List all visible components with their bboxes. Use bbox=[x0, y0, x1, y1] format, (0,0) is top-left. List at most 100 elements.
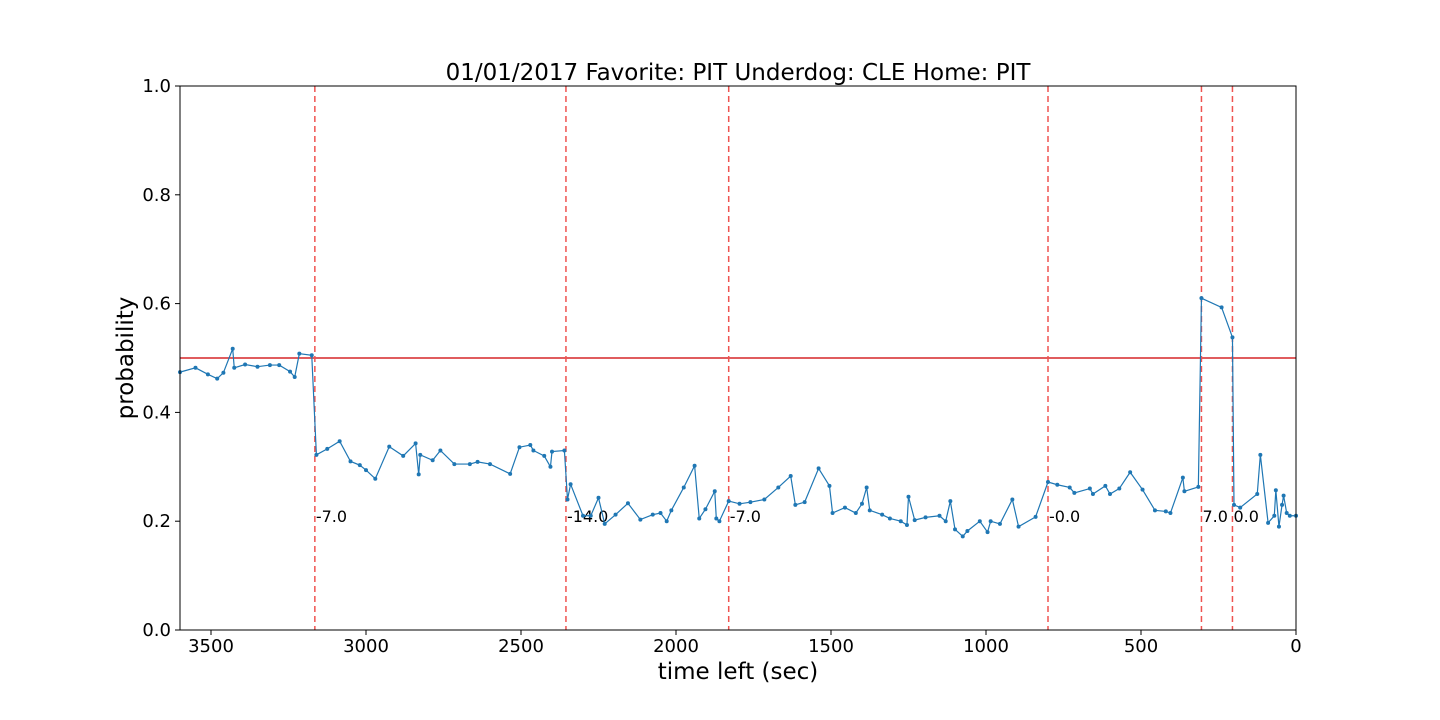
data-point bbox=[1280, 502, 1285, 507]
data-point bbox=[943, 519, 948, 524]
data-point bbox=[1072, 490, 1077, 495]
data-point bbox=[726, 499, 731, 504]
data-point bbox=[1232, 502, 1236, 507]
data-point bbox=[1087, 486, 1092, 491]
data-point bbox=[314, 452, 319, 457]
data-point bbox=[1182, 489, 1187, 494]
data-point bbox=[373, 476, 378, 481]
data-point bbox=[1128, 470, 1133, 475]
score-label: -7.0 bbox=[316, 507, 347, 526]
data-point bbox=[215, 376, 220, 381]
data-point bbox=[1168, 511, 1173, 516]
data-point bbox=[325, 446, 330, 451]
data-point bbox=[1180, 475, 1185, 480]
plot-frame bbox=[179, 85, 1297, 631]
data-point bbox=[230, 346, 235, 351]
data-point bbox=[830, 511, 835, 516]
data-point bbox=[1016, 524, 1021, 529]
data-point bbox=[542, 453, 547, 458]
data-point bbox=[912, 518, 917, 523]
score-label: -14.0 bbox=[567, 507, 608, 526]
data-point bbox=[880, 512, 885, 517]
data-point bbox=[1230, 335, 1235, 340]
data-point bbox=[438, 448, 443, 453]
data-point bbox=[714, 516, 719, 521]
data-point bbox=[864, 485, 869, 490]
y-tick-label: 0.6 bbox=[142, 294, 171, 315]
data-point bbox=[802, 500, 807, 505]
data-point bbox=[1219, 305, 1224, 310]
x-tick-label: 1000 bbox=[963, 636, 1009, 657]
data-point bbox=[418, 452, 423, 457]
data-point bbox=[1152, 508, 1157, 513]
data-point bbox=[638, 517, 643, 522]
data-point bbox=[243, 362, 248, 367]
data-point bbox=[887, 516, 892, 521]
data-point bbox=[1090, 492, 1095, 496]
data-point bbox=[401, 453, 406, 458]
data-point bbox=[1108, 492, 1112, 496]
data-point bbox=[488, 462, 492, 467]
data-point bbox=[1281, 493, 1286, 498]
data-point bbox=[860, 501, 864, 506]
data-point bbox=[1238, 505, 1243, 510]
data-point bbox=[475, 459, 480, 464]
data-point bbox=[1046, 480, 1050, 485]
data-point bbox=[898, 519, 903, 524]
data-point bbox=[953, 527, 957, 532]
x-tick-label: 3500 bbox=[188, 636, 234, 657]
data-point bbox=[816, 466, 821, 471]
data-point bbox=[842, 505, 847, 510]
data-point bbox=[988, 519, 993, 524]
data-point bbox=[1067, 485, 1072, 490]
score-label: 0.0 bbox=[1233, 507, 1258, 526]
y-tick-label: 0.4 bbox=[142, 402, 171, 423]
data-point bbox=[1033, 514, 1038, 519]
data-point bbox=[788, 474, 793, 479]
data-point bbox=[1199, 296, 1204, 301]
y-tick-label: 0.2 bbox=[142, 511, 171, 532]
data-point bbox=[568, 482, 573, 487]
data-point bbox=[613, 512, 618, 517]
data-point bbox=[1284, 511, 1289, 516]
data-point bbox=[1140, 487, 1145, 492]
data-point bbox=[669, 508, 674, 513]
x-tick-label: 500 bbox=[1124, 636, 1158, 657]
data-point bbox=[277, 363, 282, 368]
data-point bbox=[416, 472, 421, 477]
data-point bbox=[1272, 513, 1277, 518]
data-point bbox=[267, 363, 272, 368]
data-point bbox=[548, 464, 553, 469]
x-tick-label: 2000 bbox=[653, 636, 699, 657]
data-point bbox=[937, 513, 942, 518]
data-point bbox=[748, 500, 753, 505]
data-point bbox=[1276, 524, 1281, 529]
score-label: 7.0 bbox=[1202, 507, 1227, 526]
data-point bbox=[348, 459, 353, 464]
data-point bbox=[297, 351, 302, 356]
data-point bbox=[853, 511, 858, 516]
data-point bbox=[550, 449, 554, 454]
data-point bbox=[712, 489, 717, 494]
data-point bbox=[1196, 484, 1201, 489]
data-point bbox=[692, 463, 697, 468]
data-point bbox=[517, 445, 522, 450]
data-point bbox=[255, 364, 260, 369]
data-point bbox=[1055, 482, 1060, 487]
data-point bbox=[827, 483, 832, 488]
data-point bbox=[531, 448, 536, 453]
data-point bbox=[923, 515, 928, 520]
data-point bbox=[793, 502, 798, 507]
data-point bbox=[588, 513, 593, 518]
data-point bbox=[387, 444, 392, 449]
data-point bbox=[867, 508, 872, 513]
data-point bbox=[948, 499, 953, 504]
data-point bbox=[430, 458, 435, 463]
data-point bbox=[193, 365, 198, 370]
probability-line bbox=[179, 297, 1296, 538]
data-point bbox=[528, 443, 533, 448]
data-point bbox=[664, 519, 669, 524]
score-label: -7.0 bbox=[730, 507, 761, 526]
data-point bbox=[960, 534, 965, 539]
data-point bbox=[581, 513, 585, 518]
